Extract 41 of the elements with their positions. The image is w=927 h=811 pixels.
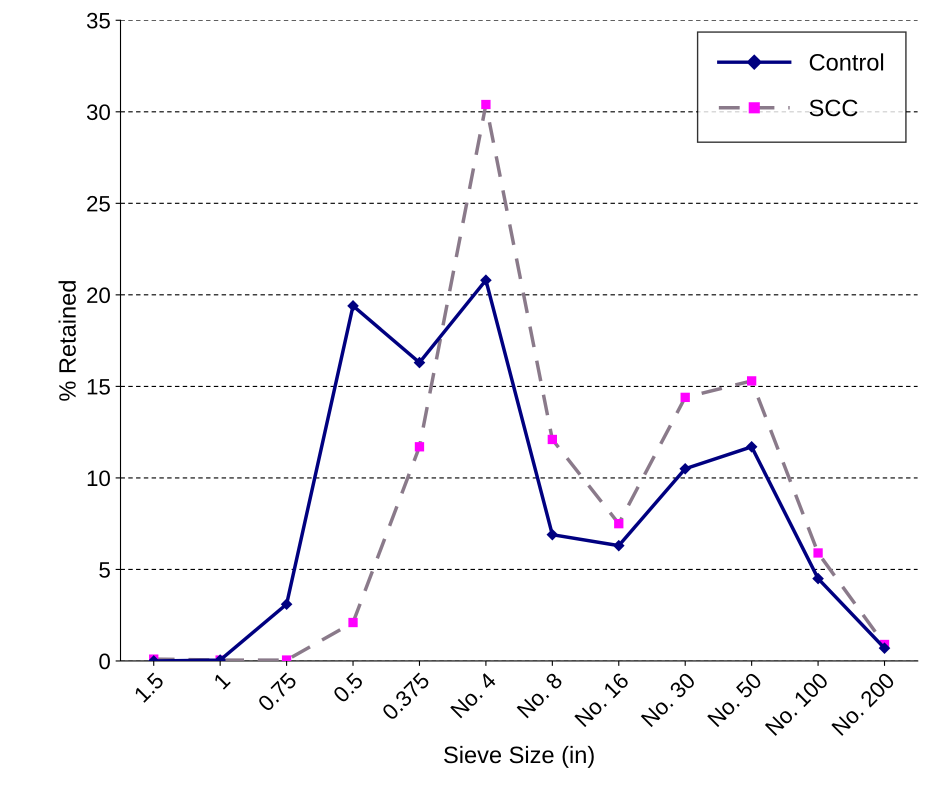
x-tick-label: 0.5 <box>332 672 364 704</box>
x-tick-label: No. 50 <box>707 672 763 728</box>
point <box>680 392 690 402</box>
point <box>414 442 424 452</box>
x-axis-title: Sieve Size (in) <box>444 746 594 768</box>
point <box>481 100 491 110</box>
x-tick-label: No. 8 <box>516 672 564 718</box>
legend-label: Control <box>810 53 884 71</box>
point <box>746 376 756 386</box>
point <box>746 440 758 453</box>
point <box>612 540 625 552</box>
point <box>480 274 492 286</box>
x-tick-label: No. 30 <box>640 672 696 728</box>
point <box>280 598 292 610</box>
legend-label: SCC <box>810 100 858 116</box>
point <box>813 548 823 558</box>
y-tick-label: 5 <box>99 562 110 578</box>
point <box>348 618 358 628</box>
x-tick-label: 1 <box>213 672 231 690</box>
x-tick-label: No. 16 <box>574 672 630 728</box>
y-tick-label: 0 <box>99 654 110 670</box>
point <box>614 519 624 528</box>
y-tick-label: 10 <box>88 470 110 486</box>
point <box>546 528 558 540</box>
point <box>548 434 557 444</box>
x-tick-label: 1.5 <box>134 672 165 703</box>
point <box>347 300 359 312</box>
x-tick-label: No. 200 <box>831 672 896 736</box>
y-tick-label: 25 <box>87 196 110 212</box>
y-tick-label: 15 <box>88 379 110 395</box>
point <box>679 462 692 475</box>
y-axis-title: % Retained <box>58 281 76 401</box>
point <box>812 572 824 584</box>
x-tick-label: 0.75 <box>257 672 298 712</box>
x-tick-label: No. 4 <box>450 672 497 718</box>
y-tick-label: 20 <box>87 287 110 304</box>
x-tick-label: No. 100 <box>764 672 830 736</box>
point <box>878 642 890 654</box>
y-tick-label: 30 <box>86 104 110 120</box>
point <box>414 356 426 368</box>
y-tick-label: 35 <box>86 12 110 29</box>
